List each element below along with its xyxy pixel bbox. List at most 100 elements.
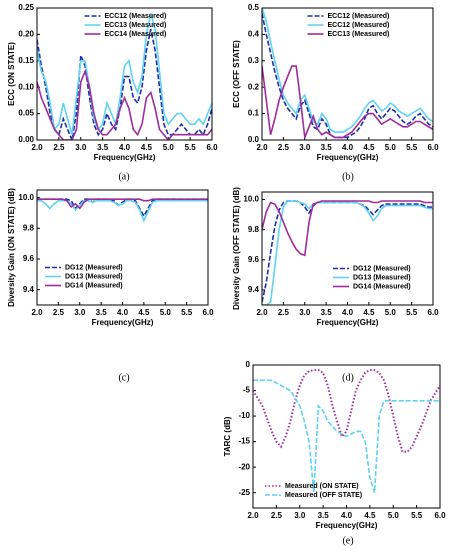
x-tick-label: 4.0 (341, 511, 353, 520)
caption: (e) (342, 535, 353, 546)
y-tick-label: 10.0 (243, 195, 259, 204)
x-tick-label: 3.5 (321, 143, 333, 152)
x-tick-label: 3.5 (318, 511, 330, 520)
series-line (262, 200, 433, 257)
x-axis-label: Frequency(GHz) (316, 521, 378, 530)
x-tick-label: 6.0 (206, 143, 218, 152)
y-tick-label: 0.0 (248, 135, 260, 144)
y-tick-label: 9.4 (23, 285, 35, 294)
x-tick-label: 5.0 (385, 143, 397, 152)
x-tick-label: 2.5 (53, 143, 65, 152)
plot-frame (261, 7, 434, 141)
x-tick-label: 2.5 (53, 308, 65, 317)
x-tick-label: 2.0 (256, 143, 268, 152)
x-tick-label: 4.5 (363, 143, 375, 152)
caption: (b) (342, 171, 354, 182)
x-tick-label: 4.0 (119, 143, 131, 152)
x-tick-label: 5.0 (388, 511, 400, 520)
y-tick-label: 0.3 (248, 56, 260, 65)
y-axis-label: Diversity Gain (OFF STATE) (dB) (232, 187, 241, 310)
x-tick-label: 4.0 (117, 308, 129, 317)
x-tick-label: 5.0 (163, 143, 175, 152)
x-tick-label: 2.0 (256, 308, 268, 317)
x-tick-label: 4.5 (138, 308, 150, 317)
legend: DG12 (Measured) DG13 (Measured) DG14 (Meas… (333, 265, 411, 290)
legend: ECC12 (Measured) ECC13 (Measured) ECC14 (M… (84, 13, 167, 38)
caption: (c) (118, 372, 129, 383)
x-tick-label: 2.5 (278, 143, 290, 152)
y-tick-label: 0 (246, 360, 251, 369)
series-line (262, 8, 433, 133)
y-tick-label: 10.0 (18, 193, 34, 202)
x-tick-label: 6.0 (427, 308, 439, 317)
y-tick-label: 0.10 (18, 82, 34, 91)
y-tick-label: 9.8 (248, 225, 260, 234)
legend-label: ECC12 (Measured) (105, 13, 167, 20)
x-tick-label: 4.5 (141, 143, 153, 152)
y-tick-label: -20 (238, 462, 250, 471)
x-tick-label: 4.0 (342, 143, 354, 152)
x-tick-label: 4.5 (363, 308, 375, 317)
x-tick-label: 4.5 (364, 511, 376, 520)
x-tick-label: 5.5 (185, 143, 197, 152)
legend: ECC12 (Measured) ECC12 (Measured) ECC13 (M… (307, 13, 390, 38)
y-axis-label: ECC (OFF STATE) (232, 40, 241, 108)
legend-label: DG14 (Measured) (65, 282, 123, 289)
series-line (37, 68, 212, 140)
y-tick-label: 0.2 (248, 82, 260, 91)
x-tick-label: 3.0 (75, 143, 87, 152)
y-tick-label: 0.00 (18, 135, 34, 144)
series-line (37, 198, 208, 210)
legend-label: ECC12 (Measured) (328, 13, 390, 20)
x-tick-label: 4.0 (342, 308, 354, 317)
legend: Measured (ON STATE) Measured (OFF STATE) (265, 483, 362, 499)
x-tick-label: 2.0 (247, 511, 259, 520)
x-tick-label: 5.5 (406, 308, 418, 317)
legend-label: Measured (ON STATE) (285, 483, 359, 490)
legend-label: Measured (OFF STATE) (285, 492, 362, 499)
x-tick-label: 5.5 (406, 143, 418, 152)
y-tick-label: 0.05 (18, 109, 34, 118)
x-tick-label: 5.5 (181, 308, 193, 317)
x-tick-label: 3.5 (97, 143, 109, 152)
x-axis-label: Frequency(GHz) (94, 153, 156, 162)
x-tick-label: 3.5 (321, 308, 333, 317)
legend-label: ECC12 (Measured) (328, 22, 390, 29)
panel: 2.0 2.5 3.0 3.5 4.0 4.5 5.0 5.5 6.0 9.4 9.6 9.8 10.0… (7, 188, 214, 384)
caption: (d) (342, 372, 354, 383)
x-tick-label: 2.5 (278, 308, 290, 317)
legend-label: DG12 (Measured) (353, 265, 411, 272)
x-tick-label: 6.0 (202, 308, 214, 317)
x-axis-label: Frequency(GHz) (92, 318, 154, 327)
caption: (a) (118, 171, 129, 182)
series-line (37, 198, 208, 218)
y-tick-label: 0.1 (248, 109, 260, 118)
y-tick-label: 9.8 (23, 223, 35, 232)
legend-label: DG12 (Measured) (65, 264, 123, 271)
x-axis-label: Frequency(GHz) (317, 318, 379, 327)
y-tick-label: -5 (243, 386, 251, 395)
legend-label: ECC14 (Measured) (105, 31, 167, 38)
x-tick-label: 5.0 (160, 308, 172, 317)
y-tick-label: 9.6 (248, 255, 260, 264)
series-line (37, 13, 212, 135)
legend-label: DG14 (Measured) (353, 283, 411, 290)
y-tick-label: 0.15 (18, 56, 34, 65)
panel: 2.0 2.5 3.0 3.5 4.0 4.5 5.0 5.5 6.0 0.00 0.05 0.10 0… (7, 3, 218, 182)
x-tick-label: 5.0 (385, 308, 397, 317)
x-tick-label: 3.0 (294, 511, 306, 520)
x-tick-label: 2.5 (271, 511, 283, 520)
panel: 2.0 2.5 3.0 3.5 4.0 4.5 5.0 5.5 6.0 9.4 9.6 9.8 10.0… (232, 187, 439, 384)
series-line (37, 199, 208, 223)
x-tick-label: 5.5 (411, 511, 423, 520)
x-axis-label: Frequency(GHz) (317, 153, 379, 162)
y-tick-label: -25 (238, 488, 250, 497)
y-axis-label: Diversity Gain (ON STATE) (dB) (7, 188, 16, 307)
series-line (253, 379, 440, 493)
x-tick-label: 2.0 (31, 143, 43, 152)
x-tick-label: 6.0 (427, 143, 439, 152)
plot-frame (36, 7, 213, 141)
y-tick-label: 0.4 (248, 30, 260, 39)
series-line (262, 65, 433, 139)
